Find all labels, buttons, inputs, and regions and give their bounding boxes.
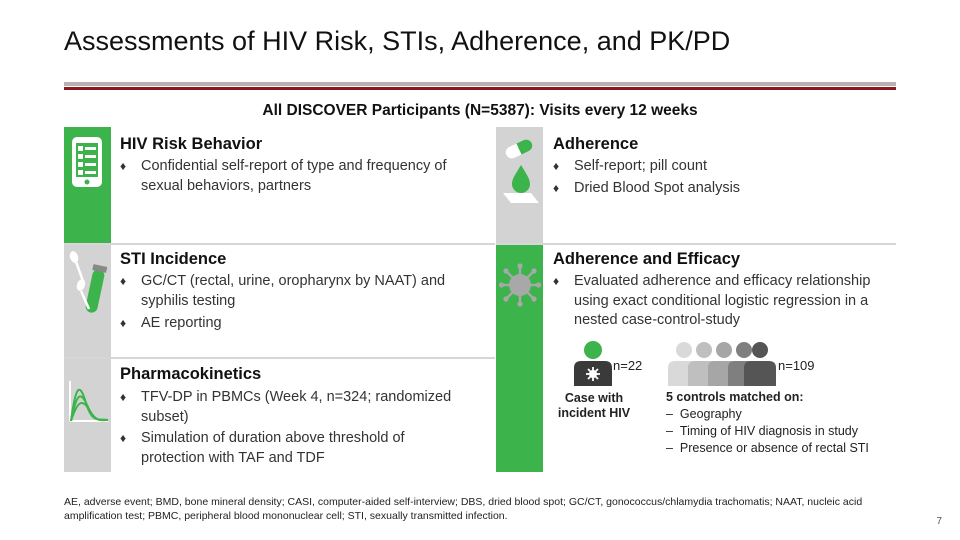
controls-heading: 5 controls matched on: <box>666 390 804 404</box>
case-label: Case with incident HIV <box>557 391 631 420</box>
tablet-checklist-icon <box>72 137 102 187</box>
hiv-risk-icon-block <box>64 127 111 243</box>
bullet-marker: ♦ <box>120 159 127 173</box>
control-count: n=109 <box>778 358 815 373</box>
title-rule-red <box>64 87 896 90</box>
controls-item-2: – Timing of HIV diagnosis in study <box>666 424 858 438</box>
hiv-risk-heading: HIV Risk Behavior <box>120 135 263 153</box>
pk-bullet-2: ♦ Simulation of duration above threshold… <box>120 430 405 466</box>
sti-bullet-1: ♦ GC/CT (rectal, urine, oropharynx by NA… <box>120 273 446 309</box>
sti-icon-block <box>64 245 111 357</box>
sti-heading: STI Incidence <box>120 250 227 268</box>
footnote: AE, adverse event; BMD, bone mineral den… <box>64 496 863 522</box>
bullet-marker: ♦ <box>553 159 560 173</box>
adherence-heading: Adherence <box>553 135 639 153</box>
divider-3 <box>496 243 896 245</box>
controls-item-3: – Presence or absence of rectal STI <box>666 441 869 455</box>
page-title: Assessments of HIV Risk, STIs, Adherence… <box>64 26 731 56</box>
control-persons-icon <box>668 342 776 386</box>
divider-1 <box>64 243 495 245</box>
pk-curve-icon <box>69 381 109 422</box>
efficacy-bullet-1: ♦ Evaluated adherence and efficacy relat… <box>553 273 871 328</box>
subtitle: All DISCOVER Participants (N=5387): Visi… <box>262 102 698 119</box>
adherence-bullet-2: ♦ Dried Blood Spot analysis <box>553 179 893 199</box>
controls-item-1: – Geography <box>666 407 742 421</box>
page-number: 7 <box>936 516 942 527</box>
case-person-icon <box>574 341 612 386</box>
bullet-marker: ♦ <box>120 316 127 330</box>
pk-icon-block <box>64 359 111 472</box>
bullet-marker: ♦ <box>120 431 127 445</box>
bullet-marker: ♦ <box>120 274 127 288</box>
case-count: n=22 <box>613 358 643 373</box>
adherence-bullet-1: ♦ Self-report; pill count <box>553 157 893 177</box>
title-rule-gray <box>64 82 896 86</box>
pk-bullet-1: ♦ TFV-DP in PBMCs (Week 4, n=324; random… <box>120 389 452 425</box>
sti-bullet-2: ♦ AE reporting <box>120 314 490 334</box>
pk-heading: Pharmacokinetics <box>120 365 262 383</box>
efficacy-icon-block <box>496 245 543 472</box>
efficacy-heading: Adherence and Efficacy <box>553 250 741 268</box>
virus-icon <box>499 263 541 307</box>
pill-drop-icon <box>503 139 539 203</box>
bullet-marker: ♦ <box>120 390 127 404</box>
bullet-marker: ♦ <box>553 274 560 288</box>
bullet-marker: ♦ <box>553 181 560 195</box>
swab-tube-icon <box>69 251 108 313</box>
hiv-risk-bullet-1: ♦ Confidential self-report of type and f… <box>120 158 447 194</box>
divider-2 <box>64 357 495 359</box>
adherence-icon-block <box>496 127 543 243</box>
